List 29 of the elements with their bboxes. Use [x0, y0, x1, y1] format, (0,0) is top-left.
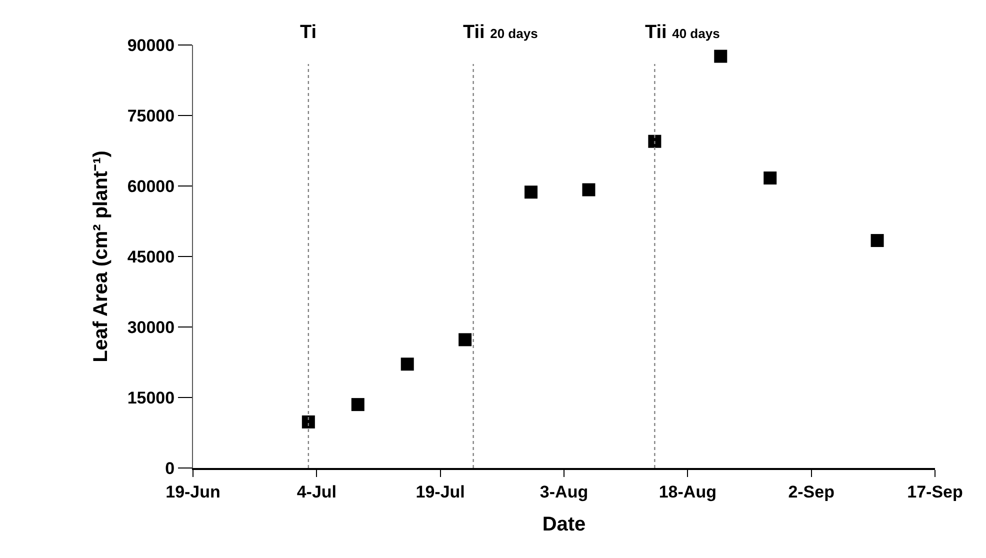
y-tick-label: 45000	[127, 247, 175, 266]
y-axis-title: Leaf Area (cm² plant⁻¹)	[90, 150, 112, 362]
y-tick-label: 75000	[127, 106, 175, 126]
point	[764, 172, 777, 185]
y-tick-label: 30000	[127, 318, 175, 337]
point	[400, 358, 414, 371]
ref-line-label: Ti	[300, 22, 317, 43]
y-tick-label: 60000	[127, 176, 175, 196]
y-tick-label: 15000	[127, 388, 175, 408]
x-tick-label: 19-Jun	[166, 482, 220, 502]
ref-line-label: Tii 40 days	[645, 22, 720, 43]
x-tick-label: 18-Aug	[658, 482, 716, 502]
point	[714, 50, 728, 63]
x-tick-label: 2-Sep	[788, 482, 834, 502]
point	[351, 398, 364, 412]
point	[582, 183, 596, 196]
y-tick-label: 0	[165, 458, 175, 478]
point	[302, 415, 315, 428]
x-tick-label: 4-Jul	[296, 482, 337, 502]
x-tick-label: 19-Jul	[416, 482, 465, 502]
point	[648, 134, 662, 148]
x-axis-title: Date	[542, 513, 586, 536]
point	[458, 333, 472, 346]
point	[524, 186, 538, 199]
y-tick-label: 90000	[127, 36, 175, 55]
point	[870, 234, 884, 248]
x-tick-label: 3-Aug	[540, 482, 588, 502]
x-tick-label: 17-Sep	[907, 482, 963, 502]
ref-line-label: Tii 20 days	[463, 22, 538, 43]
